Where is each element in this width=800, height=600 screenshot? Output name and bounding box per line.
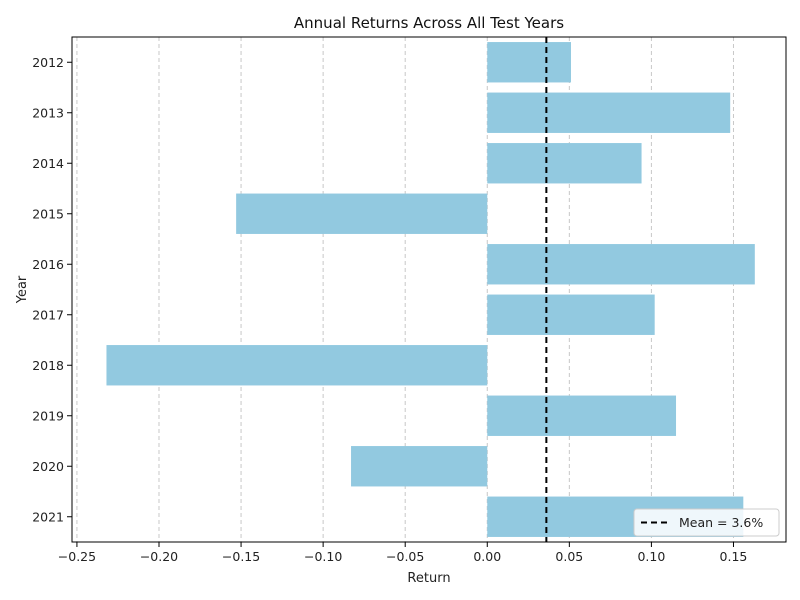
- bar-2014: [487, 143, 642, 184]
- x-tick-label: −0.15: [222, 549, 260, 564]
- bar-2018: [106, 345, 488, 386]
- legend: Mean = 3.6%: [633, 508, 780, 537]
- bar-2017: [487, 294, 655, 335]
- y-tick-label: 2013: [32, 105, 64, 120]
- bar-2013: [487, 92, 731, 133]
- y-tick-label: 2016: [32, 257, 64, 272]
- bar-2015: [236, 193, 488, 234]
- bars: [106, 42, 755, 537]
- chart-title: Annual Returns Across All Test Years: [294, 14, 564, 32]
- x-tick-label: −0.25: [58, 549, 96, 564]
- y-tick-label: 2020: [32, 459, 64, 474]
- legend-mean-label: Mean = 3.6%: [679, 515, 763, 530]
- bar-2016: [487, 244, 755, 285]
- y-tick-label: 2021: [32, 509, 64, 524]
- x-tick-label: −0.05: [386, 549, 424, 564]
- x-tick-label: 0.10: [637, 549, 665, 564]
- y-tick-label: 2017: [32, 307, 64, 322]
- legend-box: [633, 508, 780, 537]
- x-tick-label: 0.15: [720, 549, 748, 564]
- bar-2019: [487, 395, 677, 436]
- bar-2020: [351, 446, 488, 487]
- y-axis-label: Year: [15, 275, 30, 304]
- x-tick-label: 0.00: [473, 549, 501, 564]
- plot-frame: [71, 36, 787, 543]
- bar-2012: [487, 42, 571, 83]
- y-tick-label: 2015: [32, 206, 64, 221]
- x-axis-ticks: −0.25 −0.20 −0.15 −0.10 −0.05 0.00 0.05 0.10 0.1…: [58, 542, 748, 564]
- y-axis-ticks: 2012 2013 2014 2015 2016 2017 2018 2019 2020 2021: [32, 55, 72, 524]
- y-tick-label: 2018: [32, 358, 64, 373]
- y-tick-label: 2019: [32, 408, 64, 423]
- y-tick-label: 2012: [32, 55, 64, 70]
- x-tick-label: −0.20: [140, 549, 178, 564]
- x-axis-label: Return: [407, 571, 450, 586]
- x-tick-label: 0.05: [555, 549, 583, 564]
- x-tick-label: −0.10: [304, 549, 342, 564]
- y-tick-label: 2014: [32, 156, 64, 171]
